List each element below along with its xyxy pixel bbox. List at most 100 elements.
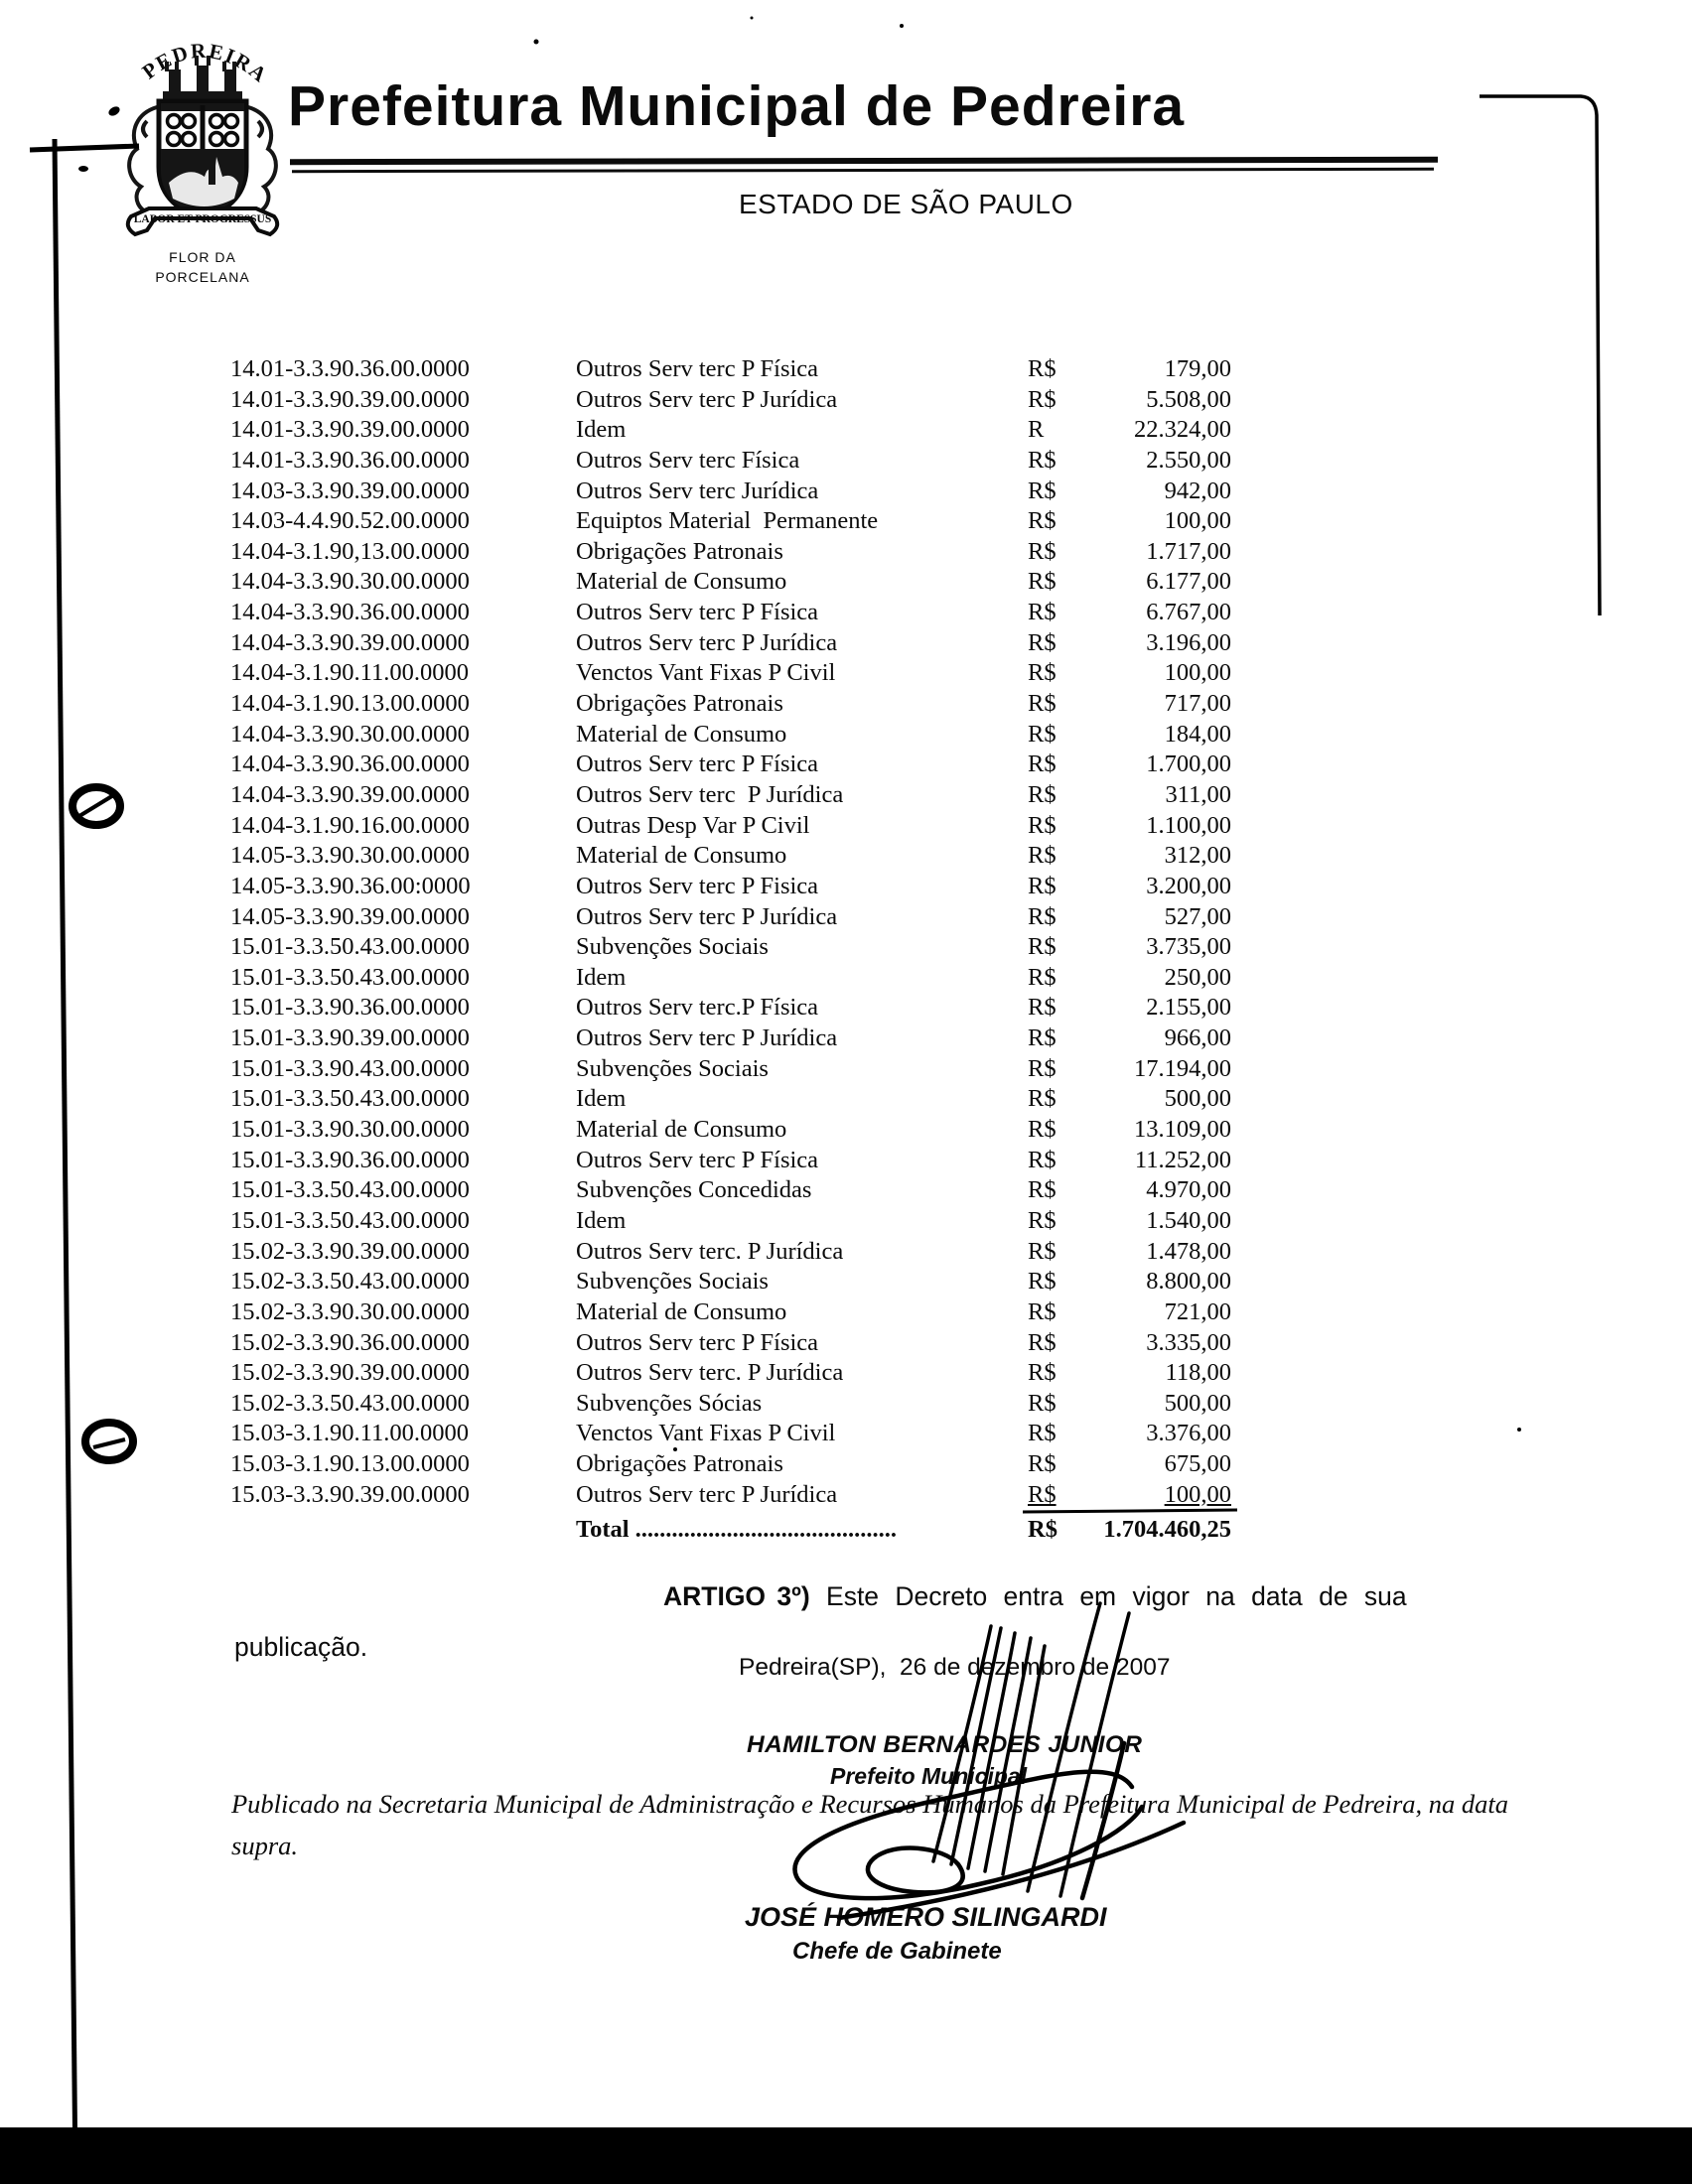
- budget-description: Venctos Vant Fixas P Civil: [576, 1420, 836, 1447]
- state-subtitle: ESTADO DE SÃO PAULO: [739, 189, 1073, 219]
- budget-description: Outros Serv terc P Fisica: [576, 872, 819, 899]
- budget-description: Obrigações Patronais: [576, 690, 783, 718]
- crest-flor-da: FLOR DA: [169, 249, 236, 265]
- budget-value: 100,00: [1164, 1480, 1231, 1508]
- budget-description: Outros Serv terc P Física: [576, 1146, 819, 1173]
- budget-table: 14.01-3.3.90.36.00.0000 Outros Serv terc…: [230, 355, 1231, 1511]
- budget-description: Outros Serv terc Jurídica: [576, 477, 819, 504]
- crest-crown: [163, 56, 242, 99]
- currency-symbol: R$: [1028, 1420, 1057, 1447]
- budget-value: 3.376,00: [1146, 1420, 1231, 1447]
- budget-code: 15.02-3.3.90.30.00.0000: [230, 1297, 470, 1325]
- top-right-border-corner: [1480, 94, 1602, 616]
- budget-value: 3.735,00: [1146, 933, 1231, 961]
- budget-code: 14.04-3.3.90.30.00.0000: [230, 568, 470, 596]
- budget-value: 312,00: [1164, 842, 1231, 870]
- budget-code: 15.03-3.1.90.11.00.0000: [230, 1420, 469, 1447]
- budget-code: 15.02-3.3.90.36.00.0000: [230, 1328, 470, 1356]
- currency-symbol: R$: [1028, 659, 1057, 687]
- currency-symbol: R$: [1028, 963, 1057, 991]
- table-row: 14.01-3.3.90.39.00.0000 Idem R 22.324,00: [230, 416, 1231, 447]
- budget-code: 15.01-3.3.50.43.00.0000: [230, 1085, 470, 1113]
- currency-symbol: R$: [1028, 780, 1057, 808]
- budget-code: 14.04-3.1.90.13.00.0000: [230, 690, 470, 718]
- budget-value: 2.550,00: [1146, 446, 1231, 474]
- budget-value: 100,00: [1164, 507, 1231, 535]
- budget-code: 14.05-3.3.90.30.00.0000: [230, 842, 470, 870]
- bottom-scan-bar: [0, 2127, 1692, 2184]
- budget-value: 1.478,00: [1146, 1237, 1231, 1265]
- table-row: 15.02-3.3.90.36.00.0000 Outros Serv terc…: [230, 1329, 1231, 1360]
- budget-code: 14.04-3.3.90.36.00.0000: [230, 599, 470, 626]
- budget-code: 15.01-3.3.90.36.00.0000: [230, 1146, 470, 1173]
- budget-description: Outros Serv terc P Jurídica: [576, 1480, 838, 1508]
- crest-porcelana: PORCELANA: [155, 269, 250, 285]
- article-3-continuation: publicação.: [234, 1632, 368, 1662]
- budget-code: 15.03-3.1.90.13.00.0000: [230, 1450, 470, 1478]
- budget-value: 1.540,00: [1146, 1206, 1231, 1234]
- budget-value: 311,00: [1165, 780, 1231, 808]
- currency-symbol: R$: [1028, 1116, 1057, 1144]
- table-row: 14.05-3.3.90.36.00:0000 Outros Serv terc…: [230, 873, 1231, 903]
- budget-code: 14.01-3.3.90.39.00.0000: [230, 416, 470, 444]
- table-row: 14.05-3.3.90.30.00.0000 Material de Cons…: [230, 842, 1231, 873]
- budget-description: Outros Serv terc P Física: [576, 599, 819, 626]
- currency-symbol: R$: [1028, 1176, 1057, 1204]
- budget-description: Subvenções Sócias: [576, 1389, 763, 1417]
- table-row: 15.02-3.3.90.39.00.0000 Outros Serv terc…: [230, 1359, 1231, 1390]
- currency-symbol: R$: [1028, 355, 1057, 382]
- table-row: 15.01-3.3.90.39.00.0000 Outros Serv terc…: [230, 1024, 1231, 1055]
- budget-code: 14.01-3.3.90.36.00.0000: [230, 446, 470, 474]
- budget-description: Subvenções Concedidas: [576, 1176, 812, 1204]
- budget-description: Outros Serv terc. P Jurídica: [576, 1359, 844, 1387]
- currency-symbol: R$: [1028, 1085, 1057, 1113]
- budget-code: 14.04-3.3.90.39.00.0000: [230, 628, 470, 656]
- budget-value: 6.177,00: [1146, 568, 1231, 596]
- chief-of-staff-name: JOSÉ HOMERO SILINGARDI: [745, 1902, 1107, 1932]
- budget-code: 14.04-3.1.90.16.00.0000: [230, 811, 470, 839]
- budget-description: Outros Serv terc P Jurídica: [576, 780, 844, 808]
- currency-symbol: R$: [1028, 537, 1057, 565]
- table-row: 14.01-3.3.90.39.00.0000 Outros Serv terc…: [230, 386, 1231, 417]
- budget-value: 527,00: [1164, 902, 1231, 930]
- currency-symbol: R$: [1028, 1237, 1057, 1265]
- budget-value: 118,00: [1165, 1359, 1231, 1387]
- mayor-name: HAMILTON BERNARDES JUNIOR: [747, 1731, 1143, 1758]
- budget-code: 15.02-3.3.50.43.00.0000: [230, 1268, 470, 1296]
- budget-value: 500,00: [1164, 1085, 1231, 1113]
- table-row: 14.04-3.1.90,13.00.0000 Obrigações Patro…: [230, 538, 1231, 569]
- article-3-line: ARTIGO 3º) Este Decreto entra em vigor n…: [663, 1581, 1407, 1612]
- budget-total-row: Total ..................................…: [230, 1513, 1231, 1547]
- currency-symbol: R$: [1028, 1206, 1057, 1234]
- table-row: 14.01-3.3.90.36.00.0000 Outros Serv terc…: [230, 355, 1231, 386]
- currency-symbol: R$: [1028, 1024, 1057, 1052]
- budget-value: 717,00: [1164, 690, 1231, 718]
- municipal-crest: PEDREIRA: [117, 22, 288, 286]
- currency-symbol: R$: [1028, 477, 1057, 504]
- budget-description: Subvenções Sociais: [576, 1268, 769, 1296]
- currency-symbol: R$: [1028, 1146, 1057, 1173]
- budget-value: 184,00: [1164, 720, 1231, 748]
- currency-symbol: R$: [1028, 1328, 1057, 1356]
- budget-code: 15.01-3.3.90.39.00.0000: [230, 1024, 470, 1052]
- budget-value: 17.194,00: [1134, 1054, 1231, 1082]
- table-row: 15.01-3.3.50.43.00.0000 Idem R$ 250,00: [230, 964, 1231, 995]
- budget-code: 15.01-3.3.90.43.00.0000: [230, 1054, 470, 1082]
- budget-code: 14.01-3.3.90.39.00.0000: [230, 385, 470, 413]
- article-3-number: ARTIGO 3º): [663, 1581, 810, 1611]
- table-row: 15.01-3.3.90.36.00.0000 Outros Serv terc…: [230, 1147, 1231, 1177]
- table-row: 15.03-3.3.90.39.00.0000 Outros Serv terc…: [230, 1481, 1231, 1512]
- crest-shield: [156, 98, 249, 221]
- budget-code: 15.03-3.3.90.39.00.0000: [230, 1480, 470, 1508]
- budget-value: 250,00: [1164, 963, 1231, 991]
- budget-description: Outros Serv terc P Jurídica: [576, 628, 838, 656]
- budget-description: Material de Consumo: [576, 1116, 787, 1144]
- budget-description: Idem: [576, 416, 627, 444]
- budget-description: Idem: [576, 963, 627, 991]
- budget-code: 15.02-3.3.90.39.00.0000: [230, 1359, 470, 1387]
- currency-symbol: R$: [1028, 902, 1057, 930]
- currency-symbol: R$: [1028, 446, 1057, 474]
- currency-symbol: R$: [1028, 872, 1057, 899]
- currency-symbol: R$: [1028, 690, 1057, 718]
- table-row: 15.03-3.1.90.13.00.0000 Obrigações Patro…: [230, 1450, 1231, 1481]
